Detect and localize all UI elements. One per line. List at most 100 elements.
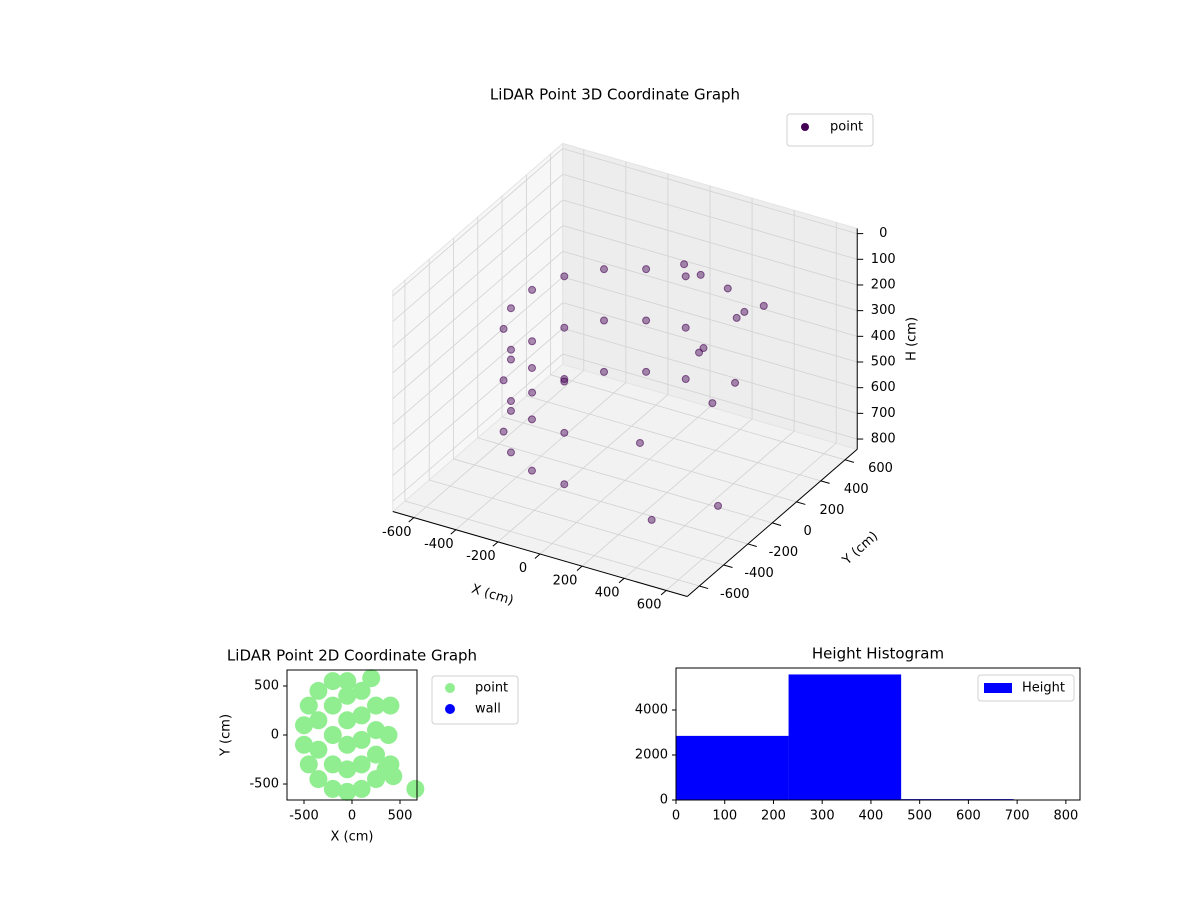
grid-line [562, 353, 858, 440]
point [352, 755, 371, 774]
grid-line [453, 458, 749, 545]
grid-line [392, 199, 564, 348]
grid-line [562, 225, 858, 312]
z-axis-label: H (cm) [905, 317, 920, 361]
y-tick-label: 0 [271, 728, 279, 743]
grid-line [392, 328, 564, 476]
point [384, 767, 403, 786]
point [599, 316, 608, 325]
tick-mark [747, 543, 757, 547]
point [642, 265, 651, 274]
plot-frame [675, 667, 1081, 801]
legend-box [786, 113, 874, 147]
x-tick-label: 0 [672, 809, 680, 824]
bar [788, 674, 902, 800]
point [299, 696, 318, 715]
point [506, 355, 515, 364]
legend-box [977, 674, 1075, 702]
plot-frame [286, 669, 418, 801]
point [506, 406, 515, 415]
point [635, 438, 644, 447]
point [499, 376, 508, 385]
tick-mark [844, 459, 855, 463]
point [560, 377, 569, 386]
point [759, 301, 768, 310]
point [338, 782, 357, 801]
point [309, 681, 328, 700]
point [681, 272, 690, 281]
point [599, 367, 608, 376]
x-axis-line [392, 511, 688, 598]
y-tick-label: 600 [868, 461, 893, 476]
chart-title: Height Histogram [812, 645, 944, 663]
point [338, 735, 357, 754]
point [362, 669, 381, 688]
point [352, 681, 371, 700]
point [560, 272, 569, 281]
z-tick-label: 700 [871, 406, 896, 421]
point [732, 313, 741, 322]
legend-label: wall [475, 702, 501, 717]
point [527, 363, 536, 372]
point [647, 515, 656, 524]
point [506, 448, 515, 457]
point [352, 730, 371, 749]
tick-mark [450, 529, 457, 535]
point [338, 760, 357, 779]
grid-line [477, 437, 773, 524]
legend-marker [445, 683, 455, 693]
x-tick-label: 800 [1053, 809, 1078, 824]
point [642, 316, 651, 325]
x-tick-label: 0 [348, 809, 356, 824]
point [731, 378, 740, 387]
point [352, 779, 371, 798]
point [740, 307, 749, 316]
point [499, 427, 508, 436]
y-axis-label: Y (cm) [219, 714, 234, 757]
grid-line [501, 416, 797, 503]
y-axis-line [686, 448, 858, 597]
legend-marker [984, 683, 1012, 693]
point [338, 686, 357, 705]
point [560, 480, 569, 489]
x-tick-label: 600 [637, 598, 662, 613]
point [560, 375, 569, 384]
tick-mark [772, 522, 782, 526]
point [294, 716, 313, 735]
bar [676, 735, 789, 800]
point [323, 696, 342, 715]
x-tick-label: 400 [859, 809, 884, 824]
x-tick-label: -600 [382, 525, 412, 540]
legend-label: point [830, 120, 863, 135]
point [714, 501, 723, 510]
point [309, 711, 328, 730]
z-tick-label: 600 [871, 380, 896, 395]
y-tick-label: -400 [744, 566, 774, 581]
tick-mark [492, 541, 499, 547]
point [506, 345, 515, 354]
point [367, 696, 386, 715]
x-tick-label: 700 [1005, 809, 1030, 824]
point [352, 706, 371, 725]
tick-mark [618, 577, 625, 584]
point [323, 779, 342, 798]
x-tick-label: 300 [810, 809, 835, 824]
grid-line [429, 479, 724, 566]
x-tick-label: 500 [907, 809, 932, 824]
x-tick-label: 600 [956, 809, 981, 824]
point [323, 755, 342, 774]
y-tick-label: 2000 [635, 748, 668, 763]
grid-line [550, 374, 846, 461]
grid-line [562, 173, 858, 260]
y-tick-label: -500 [249, 777, 279, 792]
z-tick-label: 400 [871, 329, 896, 344]
point [681, 323, 690, 332]
chart-title: LiDAR Point 3D Coordinate Graph [490, 86, 740, 104]
y-tick-label: 400 [844, 482, 869, 497]
point [506, 397, 515, 406]
point [294, 735, 313, 754]
point [379, 726, 398, 744]
point [299, 755, 318, 774]
y-tick-label: -600 [720, 587, 750, 602]
